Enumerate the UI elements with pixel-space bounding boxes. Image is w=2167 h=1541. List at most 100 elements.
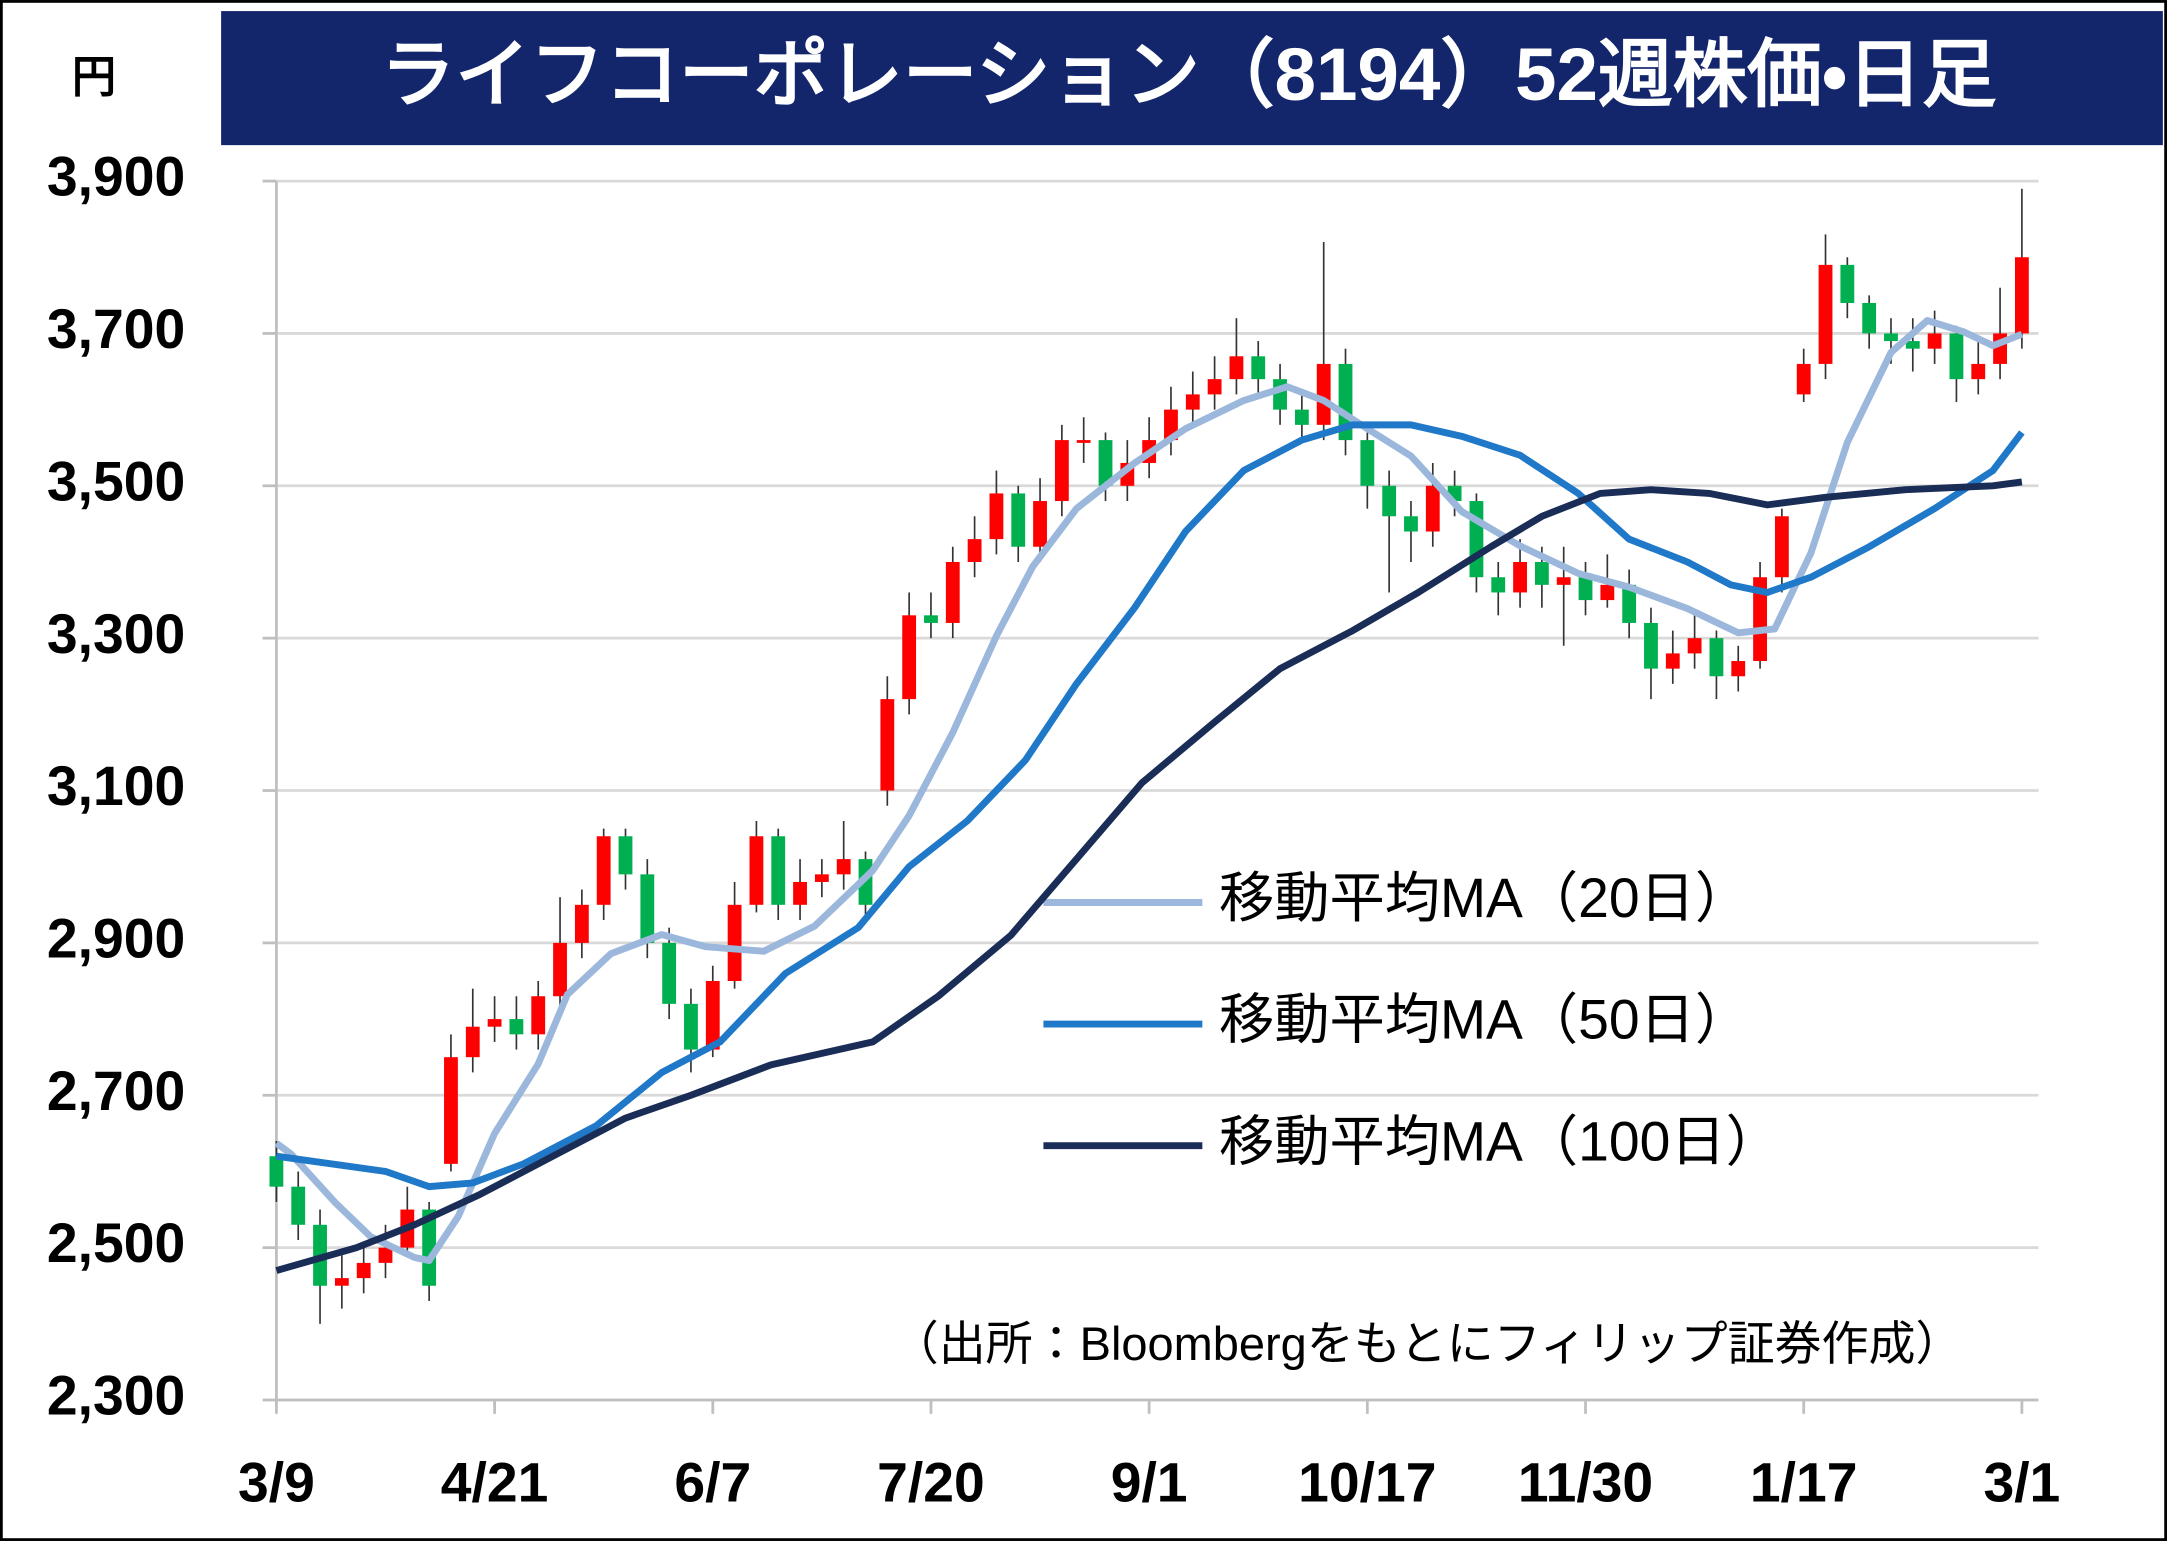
candle-body [771,836,786,905]
candle-body [422,1209,437,1286]
legend-label: 移動平均MA（50日） [1219,989,1750,1051]
candle-body [1404,516,1418,532]
candle-body [574,904,589,943]
y-tick-label: 2,900 [47,908,185,970]
candle-body [1556,577,1571,585]
candle-body [989,493,1004,540]
candle-body [596,836,611,905]
candle-body [1905,341,1920,349]
x-tick-label: 1/17 [1750,1452,1858,1514]
y-unit: 円 [72,53,116,102]
candle-body [531,996,546,1035]
candle-body [1534,561,1549,585]
candle-body [1054,440,1069,502]
candle-body [356,1262,371,1279]
candle-body [749,836,764,905]
candle-body [727,904,742,981]
candle-body [1251,356,1266,380]
legend-label: 移動平均MA（100日） [1219,1110,1781,1172]
x-tick-label: 3/9 [238,1452,315,1514]
candle-body [2014,257,2029,334]
candle-body [1665,653,1680,669]
candle-body [1273,379,1287,410]
candle-body [1644,622,1658,669]
candle-body [1622,584,1637,623]
chart-title: ライフコーポレーション（8194）52週株価・日足 [381,32,1997,116]
candle-body [291,1186,306,1225]
candle-body [1687,638,1702,654]
y-tick-label: 2,500 [47,1212,185,1274]
y-tick-label: 3,700 [47,298,185,360]
candle-body [684,1003,698,1050]
candle-body [640,874,655,943]
candle-body [553,942,567,997]
y-tick-label: 2,300 [47,1365,185,1427]
candle-body [444,1057,458,1164]
candle-body [967,539,982,562]
candle-body [269,1156,284,1187]
candle-body [465,1026,480,1058]
candle-body [1774,516,1789,578]
candle-body [1753,577,1767,662]
candle-body [1185,394,1200,410]
candle-body [509,1019,524,1035]
candle-body [705,980,720,1050]
candle-body [880,699,895,791]
y-tick-label: 3,300 [47,603,185,665]
candle-body [1578,577,1593,601]
candle-body [1076,440,1091,443]
candle-body [1709,638,1724,677]
candle-body [1033,501,1047,547]
candle-body [1513,561,1527,593]
x-tick-label: 6/7 [674,1452,751,1514]
candle-body [1425,485,1440,532]
candle-body [334,1278,349,1286]
candle-body [1927,333,1942,349]
candle-body [1491,577,1506,593]
candle-body [487,1019,502,1027]
candle-body [378,1247,393,1263]
y-tick-label: 2,700 [47,1060,185,1122]
candle-body [924,615,938,623]
candle-body [1731,661,1746,677]
candle-body [1840,264,1855,303]
x-tick-label: 7/20 [877,1452,985,1514]
candle-body [814,874,829,882]
x-tick-label: 4/21 [441,1452,549,1514]
candle-body [945,561,960,623]
candle-body [1098,440,1113,486]
candle-body [793,881,807,905]
y-tick-label: 3,100 [47,755,185,817]
candle-body [1360,440,1375,486]
candle-body [1884,333,1898,342]
candle-body [1229,356,1244,380]
legend-label: 移動平均MA（20日） [1219,867,1750,929]
title-box [221,11,2163,146]
source-note: （出所：Bloombergをもとにフィリップ証券作成） [892,1317,1963,1370]
x-tick-label: 11/30 [1518,1452,1653,1514]
y-tick-label: 3,500 [47,450,185,512]
candle-body [902,615,917,700]
ma-line [275,478,2023,1274]
candle-body [1818,264,1833,364]
candle-body [1011,493,1026,547]
candle-body [1600,584,1615,601]
candle-body [1207,379,1222,395]
candle-body [1316,363,1331,425]
candle-body [618,836,633,875]
candle-body [836,859,851,875]
ma-line [274,317,2024,1265]
x-tick-label: 10/17 [1298,1452,1436,1514]
candle-body [1469,501,1484,578]
candle-body [1949,333,1964,380]
candle-body [662,942,677,1004]
candle-body [1338,363,1353,441]
candle-body [1382,485,1397,517]
candle-body [1294,409,1309,425]
candle-body [1971,363,1986,380]
ma-line [275,421,2025,1191]
x-tick-label: 9/1 [1111,1452,1188,1514]
